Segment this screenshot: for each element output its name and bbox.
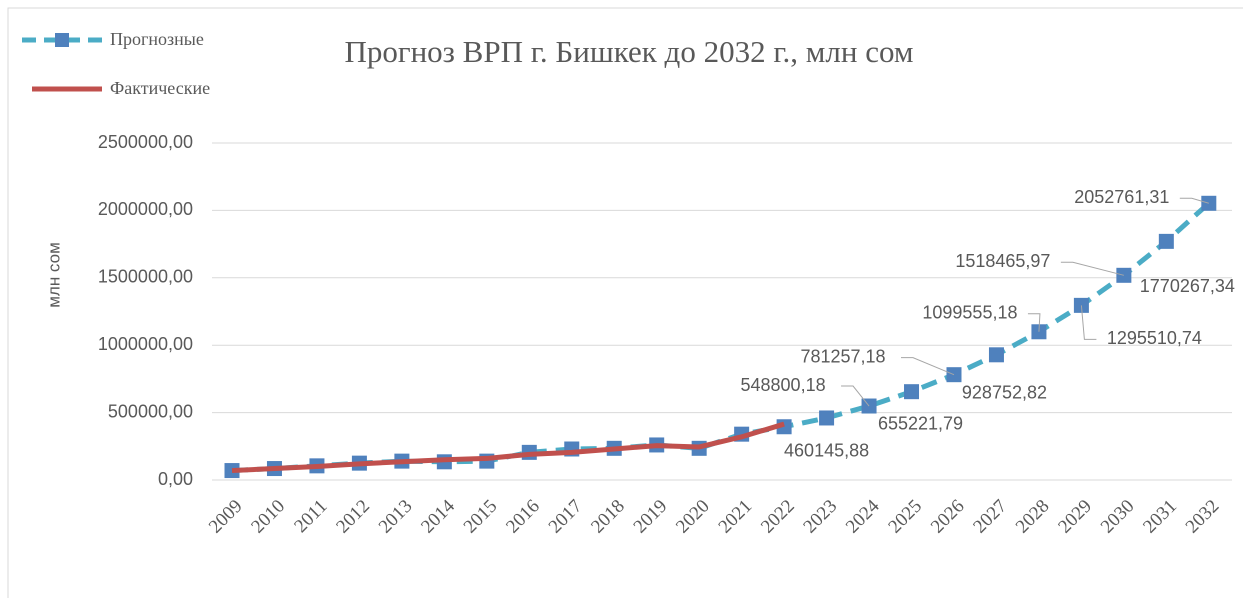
legend: Прогнозные Фактические bbox=[22, 29, 210, 98]
leader-line bbox=[841, 385, 870, 407]
y-axis-title: млн сом bbox=[44, 242, 63, 308]
leader-line bbox=[1179, 197, 1209, 204]
y-tick-label: 2000000,00 bbox=[98, 199, 193, 219]
data-label: 1518465,97 bbox=[955, 251, 1050, 271]
x-tick-label: 2023 bbox=[799, 496, 841, 538]
x-tick-label: 2015 bbox=[460, 496, 502, 538]
legend-label: Прогнозные bbox=[110, 29, 204, 49]
y-tick-label: 500000,00 bbox=[108, 401, 193, 421]
leader-line bbox=[1027, 313, 1041, 332]
data-label: 2052761,31 bbox=[1074, 187, 1169, 207]
x-tick-label: 2016 bbox=[502, 496, 544, 538]
x-tick-label: 2017 bbox=[545, 496, 587, 538]
legend-label: Фактические bbox=[110, 78, 210, 98]
x-tick-label: 2026 bbox=[927, 496, 969, 538]
x-tick-label: 2025 bbox=[884, 496, 926, 538]
leader-line bbox=[1080, 305, 1097, 340]
marker bbox=[1158, 233, 1174, 249]
chart-frame bbox=[7, 7, 1243, 598]
x-tick-label: 2018 bbox=[587, 496, 629, 538]
data-label: 548800,18 bbox=[741, 375, 826, 395]
x-tick-label: 2031 bbox=[1139, 496, 1181, 538]
x-tick-label: 2022 bbox=[757, 496, 799, 538]
x-tick-label: 2019 bbox=[630, 496, 672, 538]
x-tick-label: 2010 bbox=[247, 496, 289, 538]
x-tick-label: 2014 bbox=[417, 495, 459, 537]
x-tick-label: 2020 bbox=[672, 496, 714, 538]
line bbox=[231, 421, 785, 474]
data-label: 460145,88 bbox=[784, 441, 869, 461]
y-tick-label: 1000000,00 bbox=[98, 334, 193, 354]
data-label: 1099555,18 bbox=[922, 303, 1017, 323]
x-tick-label: 2029 bbox=[1054, 496, 1096, 538]
x-tick-label: 2028 bbox=[1012, 496, 1054, 538]
y-tick-label: 2500000,00 bbox=[98, 132, 193, 152]
data-label: 781257,18 bbox=[800, 346, 885, 366]
x-tick-label: 2011 bbox=[290, 496, 331, 537]
x-tick-label: 2013 bbox=[375, 496, 417, 538]
chart-title: Прогноз ВРП г. Бишкек до 2032 г., млн со… bbox=[344, 34, 913, 69]
line bbox=[231, 201, 1211, 474]
x-tick-label: 2030 bbox=[1097, 496, 1139, 538]
y-tick-label: 1500000,00 bbox=[98, 267, 193, 287]
leader-line bbox=[900, 357, 955, 376]
x-tick-label: 2024 bbox=[842, 495, 884, 537]
leader-line bbox=[1060, 261, 1124, 276]
x-tick-label: 2012 bbox=[332, 496, 374, 538]
legend-marker bbox=[55, 33, 69, 47]
y-tick-label: 0,00 bbox=[158, 469, 193, 489]
x-tick-label: 2009 bbox=[205, 496, 247, 538]
marker bbox=[988, 347, 1004, 363]
marker bbox=[904, 384, 920, 400]
x-tick-label: 2032 bbox=[1182, 496, 1224, 538]
x-tick-label: 2027 bbox=[969, 496, 1011, 538]
data-label: 1295510,74 bbox=[1107, 328, 1202, 348]
data-label: 928752,82 bbox=[962, 383, 1047, 403]
data-label: 655221,79 bbox=[878, 413, 963, 433]
marker bbox=[819, 410, 835, 426]
x-tick-label: 2021 bbox=[715, 496, 757, 538]
data-label: 1770267,34 bbox=[1140, 276, 1235, 296]
